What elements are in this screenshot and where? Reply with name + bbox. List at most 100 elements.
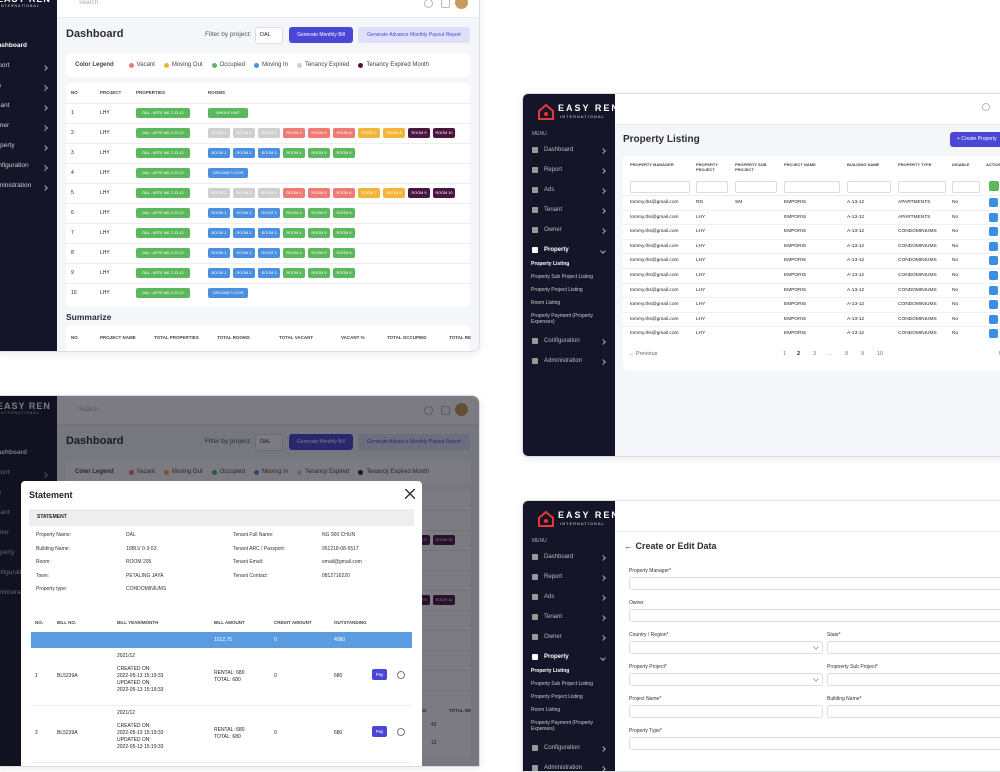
room-chip[interactable]: ROOM 9 xyxy=(408,188,430,198)
submenu-item[interactable]: Property Payment (Property Expenses) xyxy=(531,313,593,325)
submenu-item[interactable]: Property Listing xyxy=(531,668,570,674)
room-chip[interactable]: ROOM 6 xyxy=(333,248,355,258)
submenu-item[interactable]: Room Listing xyxy=(531,300,561,306)
avatar[interactable] xyxy=(455,0,468,9)
menu-item[interactable]: Property xyxy=(544,654,569,660)
submenu-item[interactable]: Room Listing xyxy=(531,707,561,713)
menu-item[interactable]: Ads xyxy=(544,594,555,600)
submenu-item[interactable]: Property Sub Project Listing xyxy=(531,681,593,687)
edit-button[interactable] xyxy=(989,198,998,207)
filter-input[interactable] xyxy=(952,181,980,193)
submenu-item[interactable]: Property Sub Project Listing xyxy=(531,274,593,280)
menu-item[interactable]: Configuration xyxy=(0,162,29,169)
room-chip[interactable]: ROOM 3 xyxy=(258,228,280,238)
field-input[interactable] xyxy=(827,641,1000,654)
room-chip[interactable]: ROOM 4 xyxy=(283,248,305,258)
room-chip[interactable]: ROOM 6 xyxy=(333,188,355,198)
field-input[interactable] xyxy=(629,641,823,654)
field-input[interactable] xyxy=(629,705,823,718)
menu-item[interactable]: Property xyxy=(0,142,15,149)
field-input[interactable] xyxy=(629,609,1000,622)
page-number[interactable]: 9 xyxy=(861,351,865,357)
room-chip[interactable]: ROOM 5 xyxy=(308,208,330,218)
room-chip[interactable]: ROOM 3 xyxy=(258,248,280,258)
menu-item[interactable]: Configuration xyxy=(544,745,580,751)
menu-item[interactable]: Configuration xyxy=(544,338,580,344)
page-number[interactable]: 10 xyxy=(877,351,884,357)
room-chip[interactable]: ROOM 10 xyxy=(433,188,455,198)
room-chip[interactable]: ROOM 7 xyxy=(358,128,380,138)
room-chip[interactable]: ROOM 6 xyxy=(333,268,355,278)
room-chip[interactable]: ROOM 2 xyxy=(233,188,255,198)
edit-button[interactable] xyxy=(989,241,998,251)
pay-button[interactable]: Pay xyxy=(372,669,387,680)
room-chip[interactable]: ROOM 6 xyxy=(333,128,355,138)
filter-button[interactable] xyxy=(989,181,999,191)
submenu-item[interactable]: Property Project Listing xyxy=(531,694,583,700)
field-input[interactable] xyxy=(629,737,1000,750)
edit-button[interactable] xyxy=(989,212,998,222)
room-chip[interactable]: ROOM 5 xyxy=(308,128,330,138)
search-input[interactable]: Search xyxy=(79,0,99,6)
room-chip[interactable]: ROOM 5 xyxy=(308,188,330,198)
room-chip[interactable]: ROOM 1 xyxy=(208,268,230,278)
menu-item[interactable]: Owner xyxy=(544,227,562,233)
room-chip[interactable]: ROOM 1 xyxy=(208,208,230,218)
room-chip[interactable]: ROOM 1 xyxy=(208,228,230,238)
page-title[interactable]: ← Create or Edit Data xyxy=(624,541,717,551)
menu-item[interactable]: Owner xyxy=(544,634,562,640)
room-chip[interactable]: ROOM 3 xyxy=(258,148,280,158)
menu-item[interactable]: Report xyxy=(544,167,563,173)
menu-item[interactable]: Tenant xyxy=(544,614,563,620)
room-chip[interactable]: ROOM 6 xyxy=(333,148,355,158)
edit-button[interactable] xyxy=(989,329,998,339)
info-icon[interactable] xyxy=(397,671,405,679)
menu-item[interactable]: Dashboard xyxy=(544,554,574,560)
field-input[interactable] xyxy=(827,673,1000,686)
page-number[interactable]: 8 xyxy=(845,351,849,357)
submenu-item[interactable]: Property Payment (Property Expenses) xyxy=(531,720,593,732)
menu-item[interactable]: Ads xyxy=(0,82,1,89)
menu-item[interactable]: Administration xyxy=(0,182,32,189)
menu-item[interactable]: Tenant xyxy=(0,102,10,109)
close-button[interactable] xyxy=(405,489,415,499)
field-input[interactable] xyxy=(629,673,823,686)
room-chip[interactable]: ROOM 3 xyxy=(258,268,280,278)
room-chip[interactable]: ROOM 4 xyxy=(283,148,305,158)
room-chip[interactable]: ROOM 5 xyxy=(308,268,330,278)
room-chip[interactable]: ROOM 8 xyxy=(383,128,405,138)
room-chip[interactable]: ROOM 2 xyxy=(233,128,255,138)
edit-button[interactable] xyxy=(989,285,998,295)
prev-link[interactable]: ← Previous xyxy=(629,351,658,357)
info-icon[interactable] xyxy=(397,728,405,736)
room-chip[interactable]: ROOM 1 xyxy=(208,148,230,158)
page-number[interactable]: 3 xyxy=(813,351,817,357)
room-chip[interactable]: ROOM 3 xyxy=(258,128,280,138)
filter-input[interactable] xyxy=(735,181,777,193)
room-chip[interactable]: ROOM 10 xyxy=(433,128,455,138)
page-number[interactable]: ... xyxy=(827,351,832,357)
room-chip[interactable]: ROOM 6 xyxy=(333,208,355,218)
menu-item[interactable]: Administration xyxy=(544,765,583,771)
room-chip[interactable]: ROOM 4 xyxy=(283,208,305,218)
menu-item[interactable]: Owner xyxy=(0,122,10,129)
room-chip[interactable]: ROOM 5 xyxy=(308,228,330,238)
room-chip[interactable]: ROOM 2 xyxy=(233,248,255,258)
pay-button[interactable]: Pay xyxy=(372,726,387,737)
edit-button[interactable] xyxy=(989,314,998,324)
field-input[interactable] xyxy=(827,705,1000,718)
filter-input[interactable] xyxy=(847,181,891,193)
room-chip[interactable]: ROOM 6 xyxy=(333,228,355,238)
menu-item[interactable]: Report xyxy=(0,62,10,69)
page-number[interactable]: 1 xyxy=(783,351,787,357)
filter-input[interactable] xyxy=(630,181,690,193)
room-chip[interactable]: ROOM 3 xyxy=(258,188,280,198)
edit-button[interactable] xyxy=(989,271,998,280)
create-button[interactable]: + Create Property xyxy=(950,132,1000,147)
filter-input[interactable] xyxy=(696,181,728,193)
room-chip[interactable]: ROOM 9 xyxy=(408,128,430,138)
room-chip[interactable]: ROOM 1 xyxy=(208,188,230,198)
room-chip[interactable]: ROOM 4 xyxy=(283,188,305,198)
room-chip[interactable]: ROOM 2 xyxy=(233,268,255,278)
primary-button[interactable]: Generate Monthly Bill xyxy=(289,27,353,43)
